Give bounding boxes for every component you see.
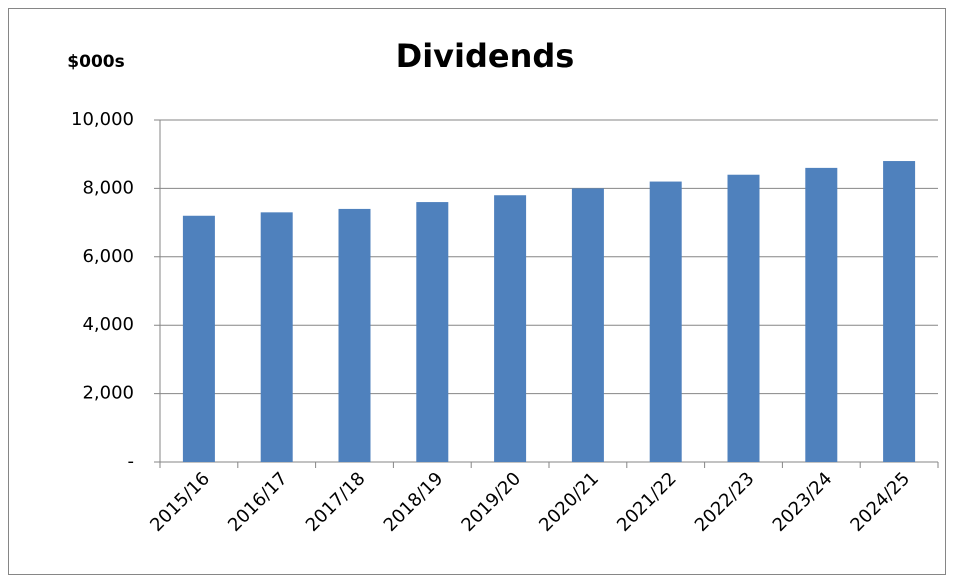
y-axis-label: $000s <box>67 52 124 72</box>
bar <box>571 188 604 462</box>
y-tick-label: 6,000 <box>82 246 134 267</box>
y-tick-label: - <box>128 451 135 472</box>
bar <box>883 161 916 463</box>
bar <box>649 181 682 462</box>
bar <box>416 202 449 462</box>
y-tick-label: 4,000 <box>82 314 134 335</box>
bar <box>338 208 371 462</box>
y-tick-label: 2,000 <box>82 383 134 404</box>
y-tick-label: 10,000 <box>71 109 134 130</box>
bar <box>805 167 838 462</box>
bar <box>182 215 215 462</box>
chart-border <box>8 8 946 575</box>
chart-title: Dividends <box>396 37 575 75</box>
bar <box>727 174 760 462</box>
y-tick-label: 8,000 <box>82 177 134 198</box>
bar <box>494 195 527 463</box>
bar <box>260 212 293 462</box>
